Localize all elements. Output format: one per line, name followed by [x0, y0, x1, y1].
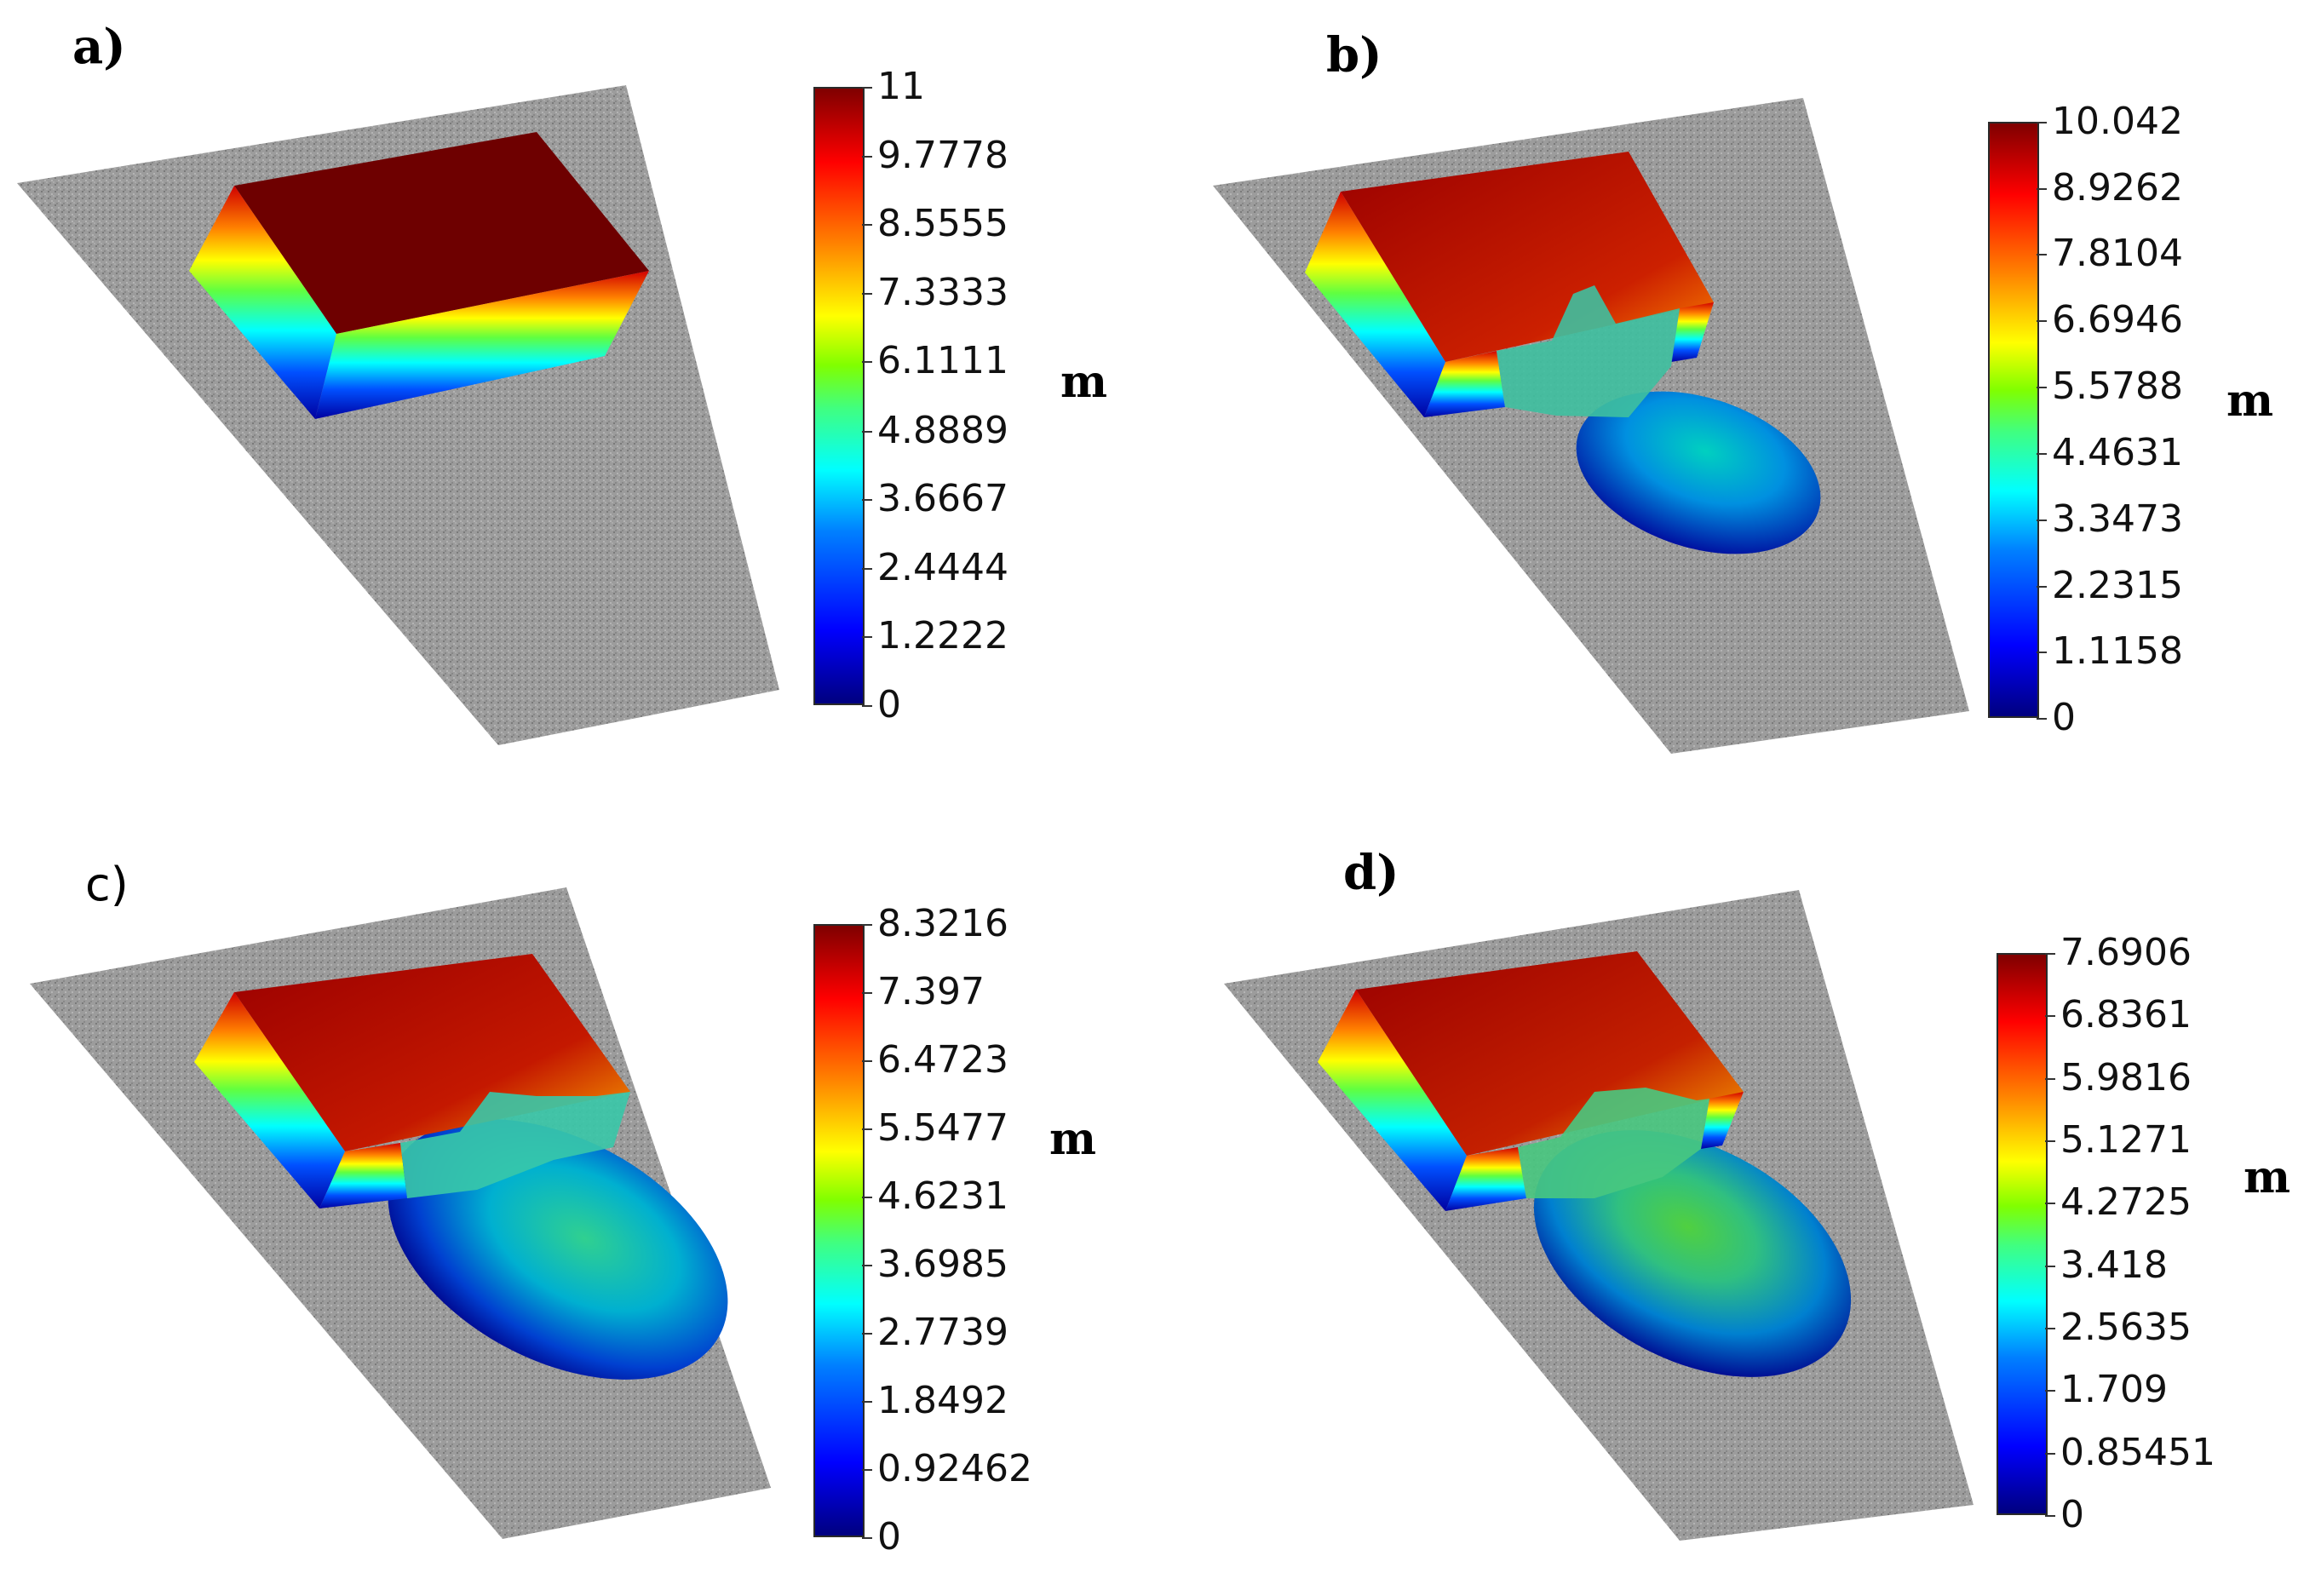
unit-label: m: [2226, 375, 2274, 427]
block-front: [315, 271, 649, 419]
tick-label: 0: [862, 1518, 901, 1556]
block-top: [234, 132, 649, 334]
tick-label: 8.9262: [2037, 169, 2183, 207]
panel-a: a) 11 9.7778 8.5555 7.3333 6.1111 4.8889…: [0, 0, 1152, 798]
tick-label: 7.8104: [2037, 235, 2183, 273]
panel-c: c) 8.3216 7.397 6.4723 5.5477 4.6231: [0, 798, 1152, 1596]
terrain-3d-view: [30, 887, 771, 1539]
tick-label: 6.1111: [862, 342, 1008, 380]
tick-label: 1.8492: [862, 1382, 1008, 1420]
tick-label: 3.3473: [2037, 500, 2183, 538]
tick-label: 0: [2045, 1496, 2084, 1534]
debris-fan: [1576, 391, 1821, 554]
unit-label: m: [2244, 1151, 2291, 1203]
tick-label: 9.7778: [862, 136, 1008, 175]
block-front-right: [1671, 302, 1714, 362]
unit-label: m: [1060, 356, 1108, 408]
tick-label: 3.6985: [862, 1246, 1008, 1283]
tick-label: 2.4444: [862, 548, 1008, 587]
block-top: [1341, 152, 1714, 362]
block-side: [1305, 192, 1445, 417]
block-front-right: [1701, 1092, 1744, 1149]
block-front-left: [1424, 351, 1505, 417]
panel-label: a): [72, 19, 126, 75]
tick-label: 10.042: [2037, 103, 2183, 141]
panel-d: d) 7.6906 6.8361 5.9816 5.1271: [1152, 798, 2303, 1596]
tick-label: 1.1158: [2037, 633, 2183, 670]
unit-label: m: [1049, 1113, 1097, 1165]
colorbar: [1988, 122, 2039, 718]
panel-label: b): [1326, 27, 1382, 83]
tick-label: 6.6946: [2037, 301, 2183, 339]
colorbar: [1997, 953, 2048, 1515]
tick-label: 0: [2037, 699, 2076, 737]
block-side: [194, 992, 345, 1208]
tick-label: 4.8889: [862, 411, 1008, 450]
terrain-3d-view: [1213, 98, 1969, 754]
tick-label: 1.709: [2045, 1371, 2168, 1409]
terrain-3d-view: [1224, 890, 1974, 1541]
tick-label: 7.397: [862, 973, 985, 1011]
breach-flow: [1518, 1088, 1709, 1198]
tick-label: 11: [862, 68, 925, 106]
tick-label: 6.8361: [2045, 996, 2192, 1034]
terrain-3d-view: [17, 85, 779, 745]
colorbar: [813, 924, 865, 1537]
tick-label: 5.5788: [2037, 367, 2183, 405]
tick-label: 5.1271: [2045, 1121, 2192, 1159]
block-side: [189, 186, 336, 419]
panel-b: b) 10.042 8.9262 7.8104 6.6946: [1152, 0, 2303, 798]
tick-label: 4.2725: [2045, 1184, 2192, 1221]
tick-label: 4.6231: [862, 1177, 1008, 1215]
tick-label: 7.6906: [2045, 934, 2192, 972]
panel-label: d): [1343, 845, 1399, 901]
tick-label: 1.2222: [862, 617, 1008, 655]
block-front-left: [1445, 1147, 1526, 1211]
tick-label: 5.9816: [2045, 1059, 2192, 1097]
tick-label: 8.3216: [862, 905, 1008, 943]
tick-label: 7.3333: [862, 273, 1008, 312]
block-front-left: [319, 1143, 407, 1208]
block-side: [1318, 990, 1467, 1211]
tick-label: 2.7739: [862, 1314, 1008, 1352]
tick-label: 0.85451: [2045, 1433, 2215, 1472]
colorbar: [813, 87, 865, 705]
breach-flow: [1497, 285, 1680, 417]
tick-label: 2.5635: [2045, 1309, 2192, 1346]
breach-flow: [400, 1092, 630, 1198]
tick-label: 4.4631: [2037, 434, 2183, 472]
tick-label: 0: [862, 686, 901, 724]
tick-label: 3.418: [2045, 1246, 2168, 1284]
tick-label: 3.6667: [862, 480, 1008, 518]
tick-label: 6.4723: [862, 1041, 1008, 1079]
panel-label: c): [85, 858, 129, 911]
tick-label: 5.5477: [862, 1109, 1008, 1147]
tick-label: 2.2315: [2037, 566, 2183, 605]
tick-label: 8.5555: [862, 205, 1008, 243]
tick-label: 0.92462: [862, 1450, 1032, 1488]
